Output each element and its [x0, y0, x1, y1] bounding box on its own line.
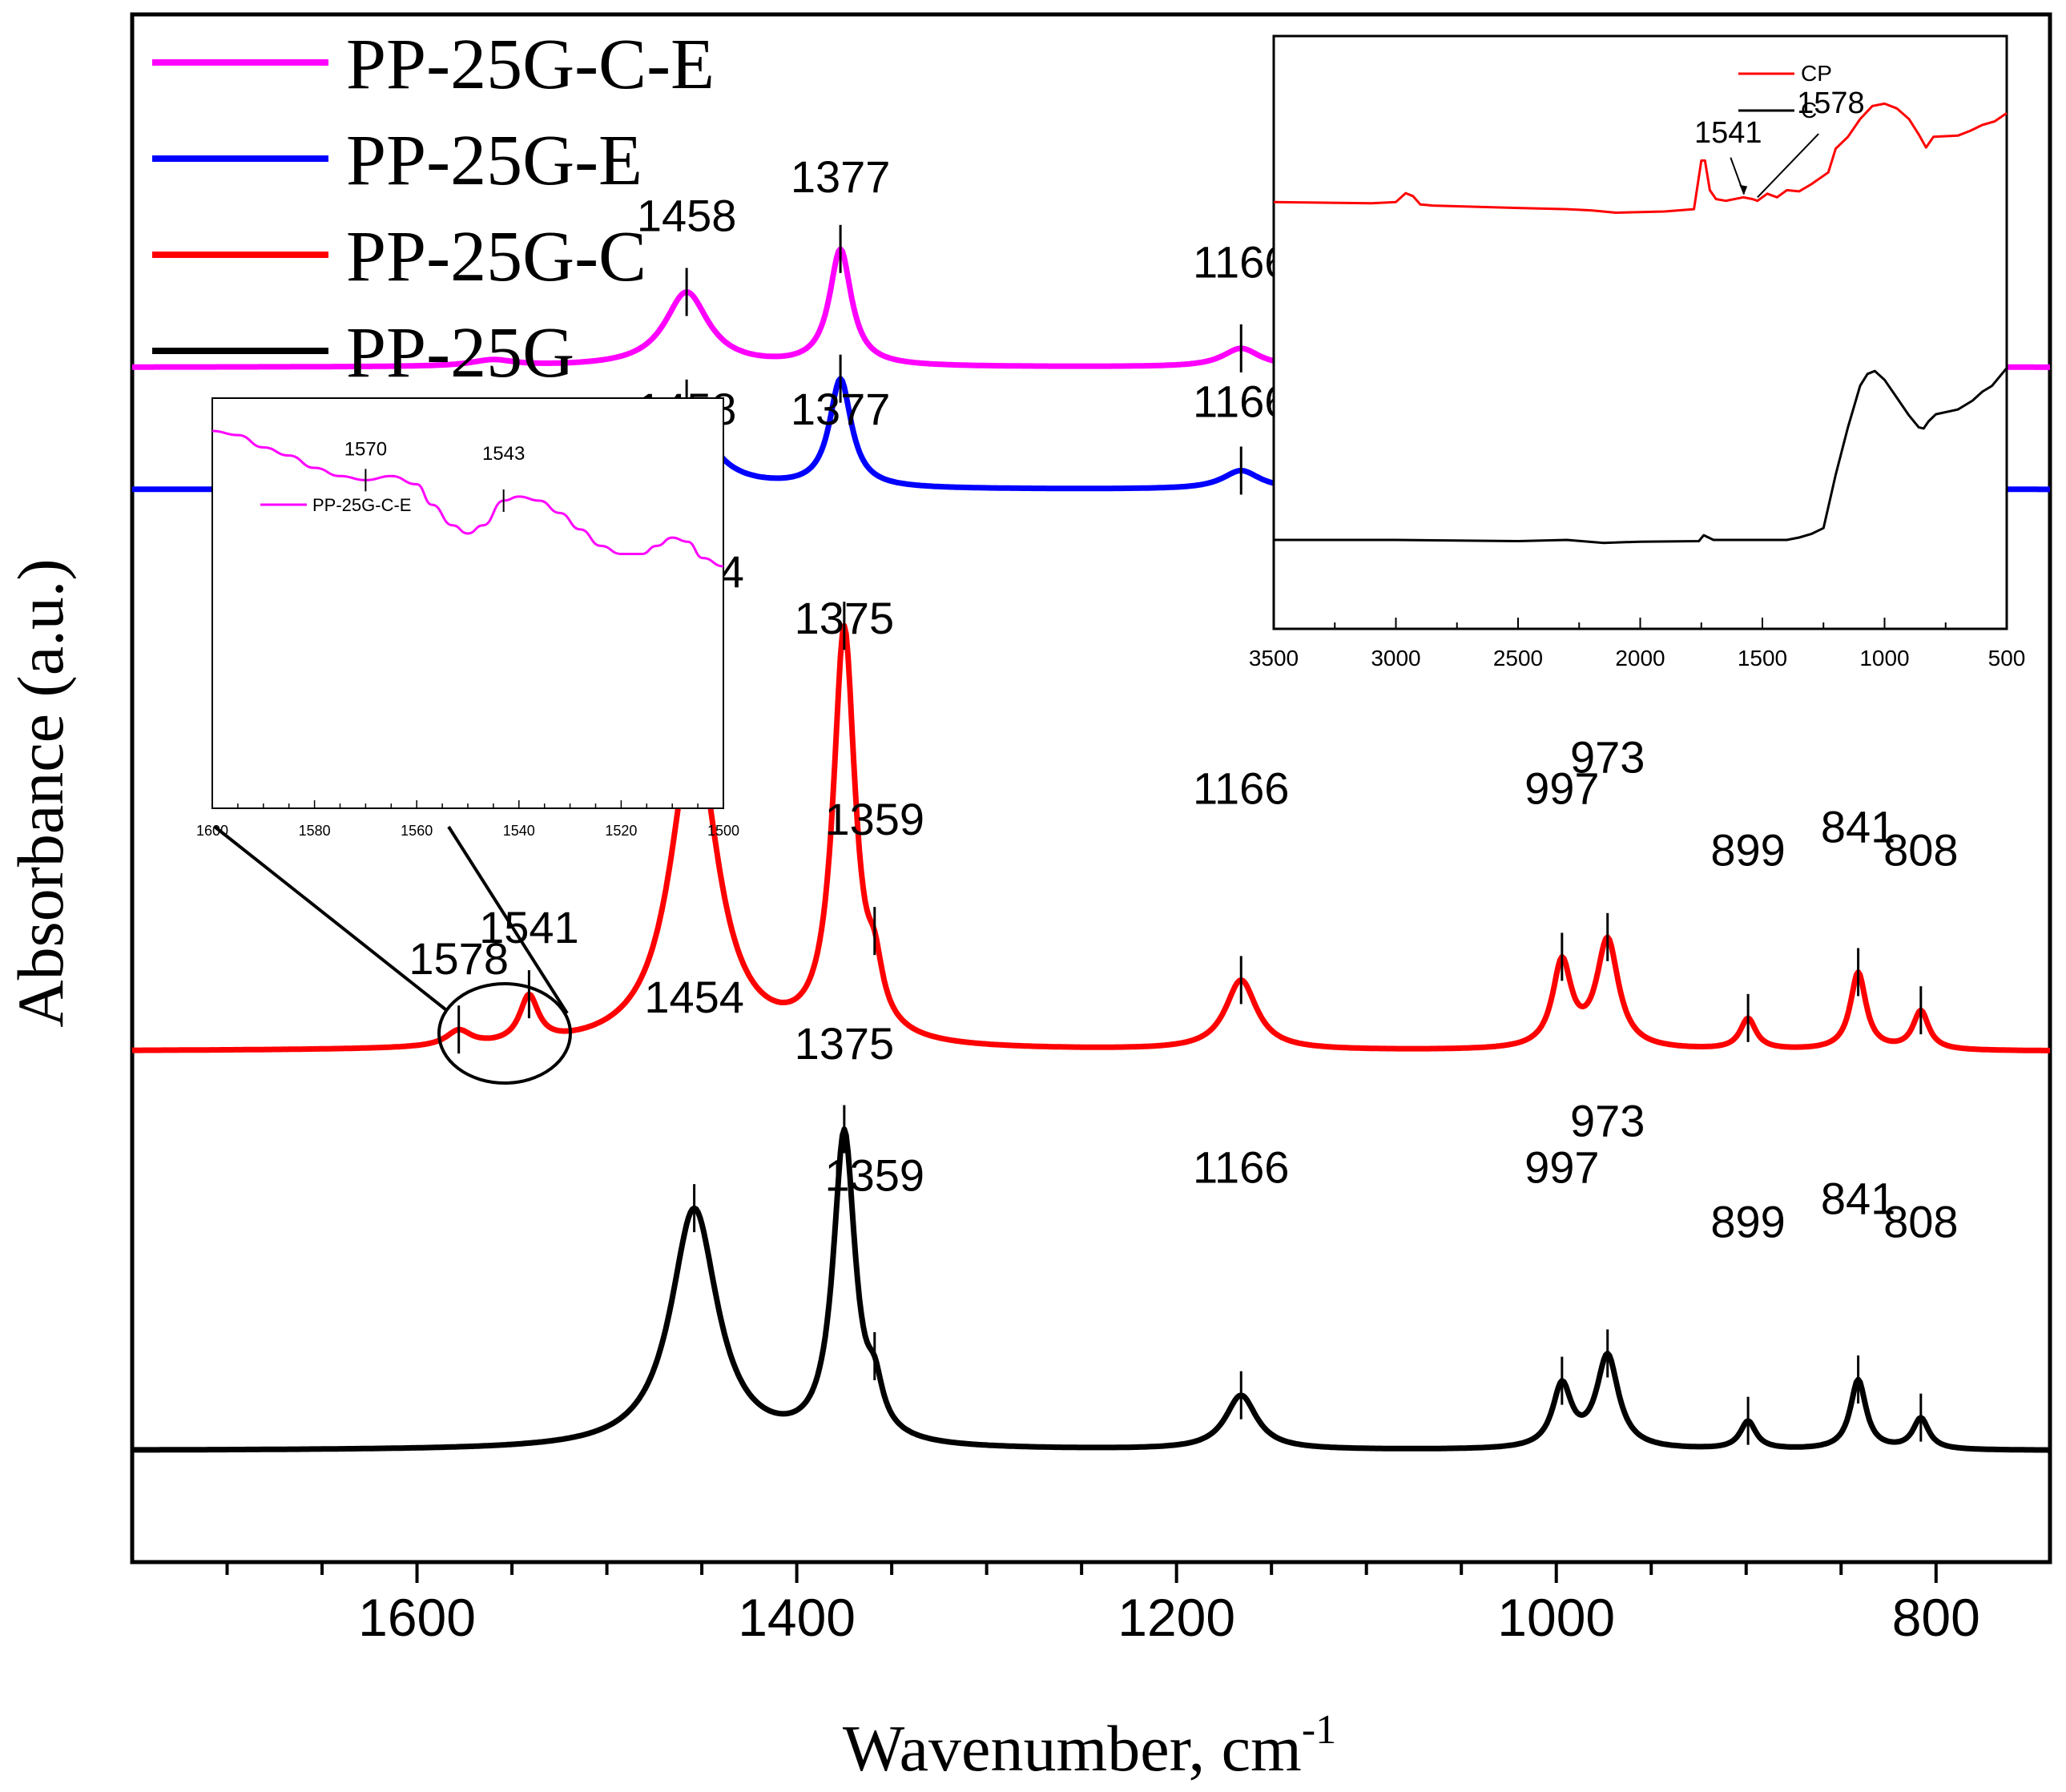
peak-label-pp-25g-997: 997 — [1524, 1142, 1599, 1193]
legend-label-pp-25g: PP-25G — [346, 313, 574, 393]
inset-right-arrow-1578 — [1757, 133, 1819, 198]
x-tick-label-1400: 1400 — [738, 1588, 856, 1647]
peak-label-pp-25g-c-841: 841 — [1821, 802, 1895, 852]
inset-right-x-tick-label-3500: 3500 — [1249, 646, 1299, 670]
inset-right-frame — [1272, 34, 2008, 630]
peak-label-pp-25g-808: 808 — [1883, 1196, 1958, 1246]
inset-right-x-tick-label-1500: 1500 — [1738, 646, 1787, 670]
inset-left-legend-label: PP-25G-C-E — [312, 495, 411, 515]
inset-left-peak-label-1543: 1543 — [482, 443, 525, 465]
x-tick-label-1200: 1200 — [1118, 1588, 1235, 1647]
inset-left-series-pp-25g-c-e — [211, 429, 724, 568]
main-legend: PP-25G-C-E PP-25G-E PP-25G-C PP-25G — [152, 25, 715, 393]
x-axis-label-text: Wavenumber, cm — [843, 1712, 1302, 1785]
inset-right-series-c — [1274, 367, 2008, 545]
peak-label-pp-25g-c-e-1458: 1458 — [637, 190, 737, 240]
inset-right-x-tick-label-2500: 2500 — [1493, 646, 1543, 670]
peak-label-pp-25g-c-1359: 1359 — [824, 794, 924, 844]
peak-label-pp-25g-c-973: 973 — [1570, 732, 1645, 783]
inset-right-x-tick-label-500: 500 — [1988, 646, 2026, 670]
inset-right-series-cp — [1273, 102, 2008, 214]
peak-label-pp-25g-1454: 1454 — [644, 972, 744, 1022]
x-tick-label-800: 800 — [1892, 1588, 1980, 1647]
y-axis-label: Absorbance (a.u.) — [4, 558, 77, 1027]
series-line-pp-25g-c — [131, 622, 2052, 1053]
inset-right-x-tick-label-2000: 2000 — [1615, 646, 1665, 670]
peak-label-pp-25g-899: 899 — [1710, 1196, 1785, 1246]
inset-left-frame — [211, 397, 724, 809]
inset-right-x-tick-label-3000: 3000 — [1371, 646, 1420, 670]
peak-label-pp-25g-c-899: 899 — [1710, 825, 1785, 876]
series-line-pp-25g — [131, 1126, 2052, 1453]
legend-label-pp-25g-c: PP-25G-C — [346, 217, 646, 296]
x-tick-label-1000: 1000 — [1497, 1588, 1615, 1647]
inset-right-legend-label-c: C — [1801, 98, 1817, 123]
main-plot-frame — [130, 12, 2052, 1564]
peak-label-pp-25g-c-1541: 1541 — [479, 902, 579, 952]
inset-left-x-tick-label-1560: 1560 — [401, 823, 433, 839]
legend-label-pp-25g-c-e: PP-25G-C-E — [346, 25, 715, 104]
inset-left-x-tick-label-1540: 1540 — [503, 823, 535, 839]
inset-left-x-tick-label-1500: 1500 — [707, 823, 739, 839]
inset-right-peak-label-1578: 1578 — [1797, 87, 1865, 120]
peak-label-pp-25g-c-1578: 1578 — [409, 933, 509, 984]
zoom-connector-right — [447, 825, 569, 1015]
peak-label-pp-25g-c-997: 997 — [1524, 763, 1599, 813]
inset-left-peak-label-1570: 1570 — [344, 439, 387, 461]
peak-label-pp-25g-973: 973 — [1570, 1096, 1645, 1146]
peak-label-pp-25g-e-1377: 1377 — [791, 384, 891, 434]
inset-right-x-tick-label-1000: 1000 — [1859, 646, 1909, 670]
legend-label-pp-25g-e: PP-25G-E — [346, 121, 642, 200]
zoom-circle — [437, 982, 572, 1085]
peak-label-pp-25g-c-808: 808 — [1883, 825, 1958, 876]
inset-right-arrowhead-1541 — [1739, 184, 1748, 195]
peak-label-pp-25g-c-e-1377: 1377 — [791, 151, 891, 202]
inset-right-peak-label-1541: 1541 — [1694, 116, 1762, 150]
peak-label-pp-25g-1166: 1166 — [1193, 1142, 1289, 1193]
peak-label-pp-25g-c-1375: 1375 — [795, 593, 895, 643]
peak-label-pp-25g-1375: 1375 — [795, 1018, 895, 1069]
x-tick-label-1600: 1600 — [358, 1588, 476, 1647]
x-axis-label: Wavenumber, cm-1 — [843, 1707, 1336, 1785]
x-axis-label-superscript: -1 — [1302, 1707, 1336, 1753]
peak-label-pp-25g-1359: 1359 — [824, 1150, 924, 1200]
inset-left-x-tick-label-1520: 1520 — [605, 823, 637, 839]
inset-left-x-tick-label-1600: 1600 — [196, 823, 228, 839]
peak-label-pp-25g-841: 841 — [1821, 1173, 1895, 1223]
peak-label-pp-25g-c-1166: 1166 — [1193, 763, 1289, 813]
inset-right-legend-label-cp: CP — [1801, 61, 1832, 86]
zoom-connector-left — [213, 825, 447, 1011]
inset-left-x-tick-label-1580: 1580 — [299, 823, 331, 839]
